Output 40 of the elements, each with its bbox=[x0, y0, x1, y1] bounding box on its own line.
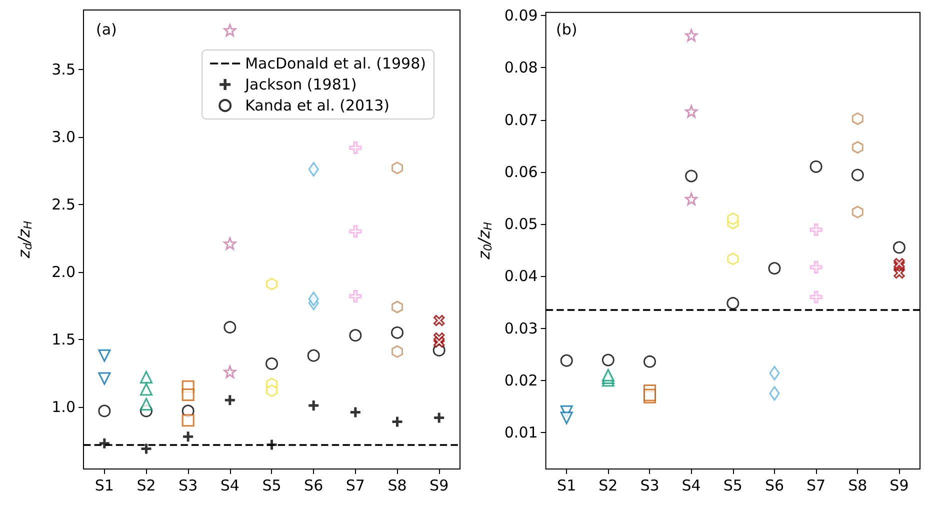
y-tick-label: 2.5 bbox=[52, 195, 76, 214]
y-tick-label: 0.05 bbox=[504, 215, 538, 234]
y-tick-label: 0.03 bbox=[504, 319, 538, 338]
x-tick-label: S6 bbox=[304, 476, 324, 494]
y-tick-label: 0.01 bbox=[504, 424, 538, 442]
x-tick-label: S2 bbox=[136, 476, 156, 494]
y-tick-label: 1.5 bbox=[52, 330, 76, 348]
y-tick-label: 0.08 bbox=[504, 58, 538, 77]
x-tick-label: S9 bbox=[430, 476, 449, 494]
y-axis-title: z0/zH bbox=[474, 222, 494, 260]
y-axis-title: zd/zH bbox=[14, 220, 34, 260]
x-tick-label: S3 bbox=[178, 476, 198, 494]
x-tick-label: S5 bbox=[262, 476, 282, 494]
y-tick-label: 0.02 bbox=[504, 371, 538, 390]
x-tick-label: S6 bbox=[764, 476, 784, 494]
legend-label: Jackson (1981) bbox=[244, 76, 357, 94]
x-tick-label: S4 bbox=[220, 476, 240, 494]
x-tick-label: S1 bbox=[557, 476, 576, 494]
y-tick-label: 0.06 bbox=[504, 162, 538, 181]
x-tick-label: S2 bbox=[598, 476, 618, 494]
y-tick-label: 2.0 bbox=[52, 262, 76, 281]
y-tick-label: 1.0 bbox=[52, 398, 76, 416]
legend-label: Kanda et al. (2013) bbox=[245, 96, 390, 114]
y-tick-label: 0.07 bbox=[504, 110, 538, 129]
x-tick-label: S4 bbox=[682, 476, 701, 494]
x-tick-label: S7 bbox=[346, 476, 365, 494]
y-tick-label: 0.09 bbox=[504, 6, 538, 24]
y-tick-label: 3.5 bbox=[52, 60, 76, 78]
x-tick-label: S8 bbox=[388, 476, 407, 494]
x-tick-label: S9 bbox=[890, 476, 909, 494]
x-tick-label: S3 bbox=[640, 476, 660, 494]
legend-label: MacDonald et al. (1998) bbox=[245, 54, 426, 72]
annotation: (a) bbox=[96, 20, 117, 38]
y-tick-label: 0.04 bbox=[504, 267, 538, 286]
x-tick-label: S8 bbox=[848, 476, 868, 494]
x-tick-label: S7 bbox=[806, 476, 826, 494]
x-tick-label: S1 bbox=[94, 476, 114, 494]
x-tick-label: S5 bbox=[723, 476, 742, 494]
y-tick-label: 3.0 bbox=[52, 128, 76, 146]
annotation: (b) bbox=[556, 20, 578, 38]
